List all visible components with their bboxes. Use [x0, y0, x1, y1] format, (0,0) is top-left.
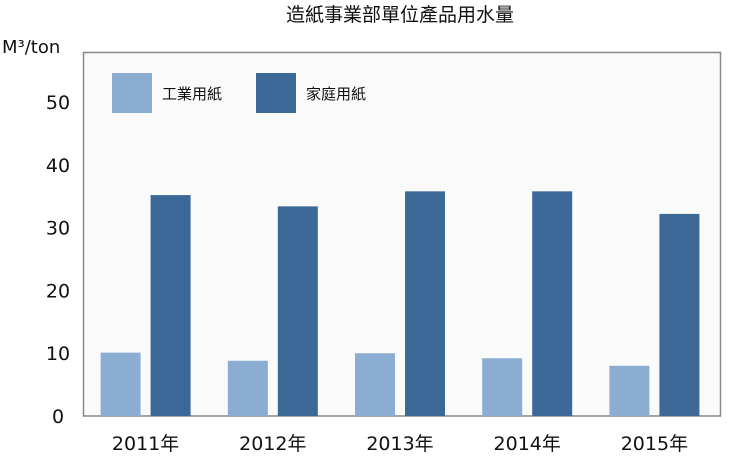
bar-2011年-家庭用紙: [150, 195, 191, 416]
bar-2011年-工業用紙: [100, 352, 141, 416]
x-tick-label: 2013年: [366, 433, 433, 454]
bar-2013年-家庭用紙: [405, 191, 445, 416]
bar-2014年-家庭用紙: [532, 191, 573, 416]
y-axis-label: M³/ton: [2, 37, 60, 58]
legend-swatch: [112, 73, 152, 113]
x-tick-label: 2014年: [494, 433, 561, 454]
bar-2015年-工業用紙: [609, 365, 650, 416]
x-tick-label: 2012年: [239, 433, 306, 454]
legend-label: 家庭用紙: [306, 85, 366, 103]
y-tick-label: 50: [46, 92, 70, 114]
y-tick-label: 20: [46, 280, 70, 302]
bar-2014年-工業用紙: [482, 358, 523, 416]
legend-label: 工業用紙: [162, 85, 222, 103]
x-tick-label: 2011年: [112, 433, 179, 454]
bar-2012年-家庭用紙: [277, 206, 318, 416]
bar-2013年-工業用紙: [355, 353, 395, 416]
legend-swatch: [256, 73, 296, 113]
y-tick-label: 0: [52, 406, 64, 428]
chart-title: 造紙事業部單位產品用水量: [286, 4, 514, 26]
bar-2012年-工業用紙: [227, 360, 268, 416]
bar-2015年-家庭用紙: [659, 213, 700, 416]
y-tick-label: 30: [46, 218, 70, 240]
y-tick-label: 10: [46, 343, 70, 365]
x-tick-label: 2015年: [621, 433, 688, 454]
y-tick-label: 40: [46, 155, 70, 177]
